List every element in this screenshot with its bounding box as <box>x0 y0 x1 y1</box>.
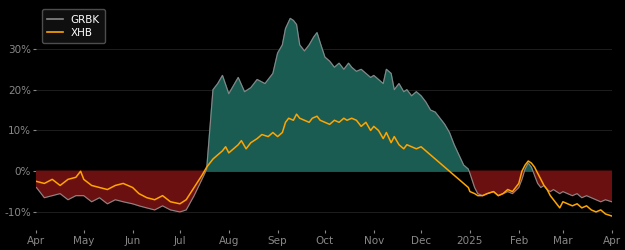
Legend: GRBK, XHB: GRBK, XHB <box>42 9 105 43</box>
